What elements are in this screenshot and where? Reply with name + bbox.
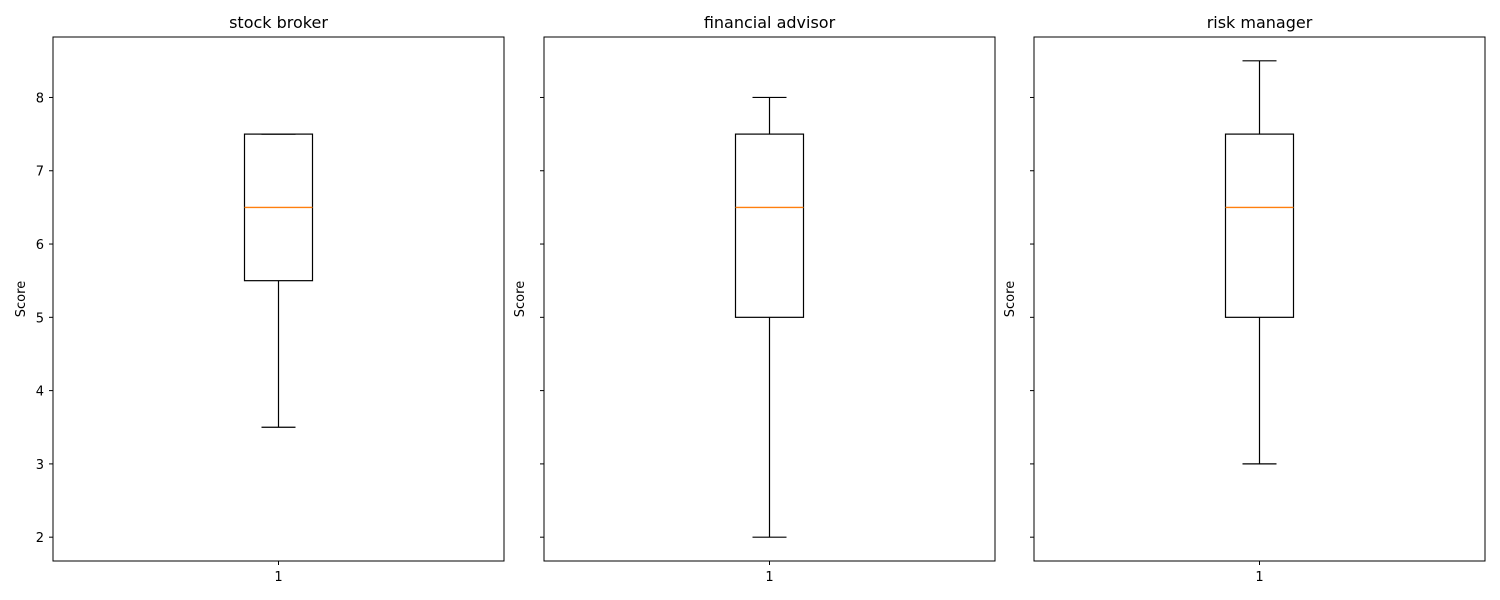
panel-3-box <box>1224 133 1295 318</box>
panel-1-y-tick-label: 5 <box>36 311 44 326</box>
panel-3-x-tick-label: 1 <box>1255 570 1263 585</box>
panel-1-x-tick-label: 1 <box>274 570 282 585</box>
panel-2-x-tick-label: 1 <box>765 570 773 585</box>
panel-2-y-axis-label: Score <box>513 281 528 317</box>
panel-1-frame <box>52 36 505 562</box>
panel-1-y-tick-label: 8 <box>36 91 44 106</box>
panel-1-y-tick-label: 4 <box>36 385 44 400</box>
panel-3-frame <box>1033 36 1486 562</box>
panel-1-y-tick-label: 3 <box>36 458 44 473</box>
panel-1-y-axis-label: Score <box>14 281 29 317</box>
panel-2-title: financial advisor <box>704 13 836 32</box>
panel-1-y-tick-label: 7 <box>36 165 44 180</box>
panel-2-frame <box>543 36 996 562</box>
panel-1-title: stock broker <box>229 13 328 32</box>
panel-1-y-tick-label: 6 <box>36 238 44 253</box>
panel-3-y-axis-label: Score <box>1003 281 1018 317</box>
panel-2-box <box>734 133 805 318</box>
panel-3-title: risk manager <box>1207 13 1313 32</box>
panel-1-y-tick-label: 2 <box>36 531 44 546</box>
